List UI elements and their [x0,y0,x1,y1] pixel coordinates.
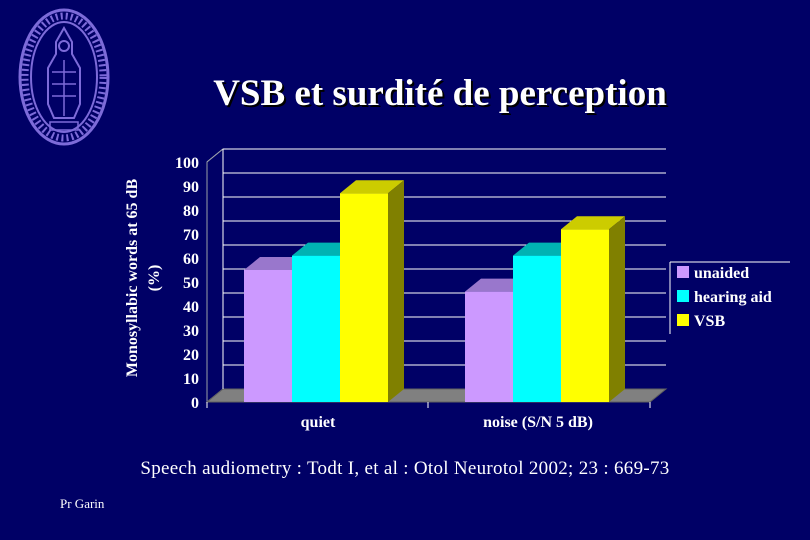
y-tick-label: 40 [183,299,199,316]
legend-box [670,262,790,334]
y-tick-label: 80 [183,203,199,220]
bar-front [561,229,609,402]
y-tick-label: 90 [183,179,199,196]
x-category-label: quiet [301,414,336,431]
slide-title: VSB et surdité de perception [213,73,667,114]
y-tick-label: 20 [183,347,199,364]
y-axis-label: Monosyllabic words at 65 dB [124,179,141,378]
y-axis-ticks: 0 10 20 30 40 50 60 70 80 90 100 [175,155,199,412]
side-wall [206,147,224,404]
y-tick-label: 60 [183,251,199,268]
legend-label: hearing aid [694,289,772,306]
legend: unaided hearing aid VSB [669,261,790,334]
y-tick-label: 0 [191,395,199,412]
bar [340,180,404,402]
university-seal-icon [18,8,110,146]
legend-swatch [677,290,689,302]
legend-swatch [677,314,689,326]
bar-top [340,180,404,194]
bar-front [340,193,388,402]
bar-front [244,270,292,402]
y-tick-label: 30 [183,323,199,340]
bar-side [609,216,625,402]
bars [244,180,625,402]
legend-swatch [677,266,689,278]
y-tick-label: 70 [183,227,199,244]
y-axis-label-unit: (%) [146,265,163,292]
bar-top [561,216,625,230]
bar-front [292,255,340,402]
x-axis-categories: quiet noise (S/N 5 dB) [206,402,651,431]
y-tick-label: 100 [175,155,199,172]
bar-front [513,255,561,402]
bar-side [388,180,404,402]
author: Pr Garin [60,496,105,511]
x-category-label: noise (S/N 5 dB) [483,414,593,431]
bar-front [465,291,513,402]
citation: Speech audiometry : Todt I, et al : Otol… [140,458,670,479]
legend-label: VSB [694,313,725,330]
y-tick-label: 50 [183,275,199,292]
bar [561,216,625,402]
legend-label: unaided [694,265,749,282]
y-tick-label: 10 [183,371,199,388]
